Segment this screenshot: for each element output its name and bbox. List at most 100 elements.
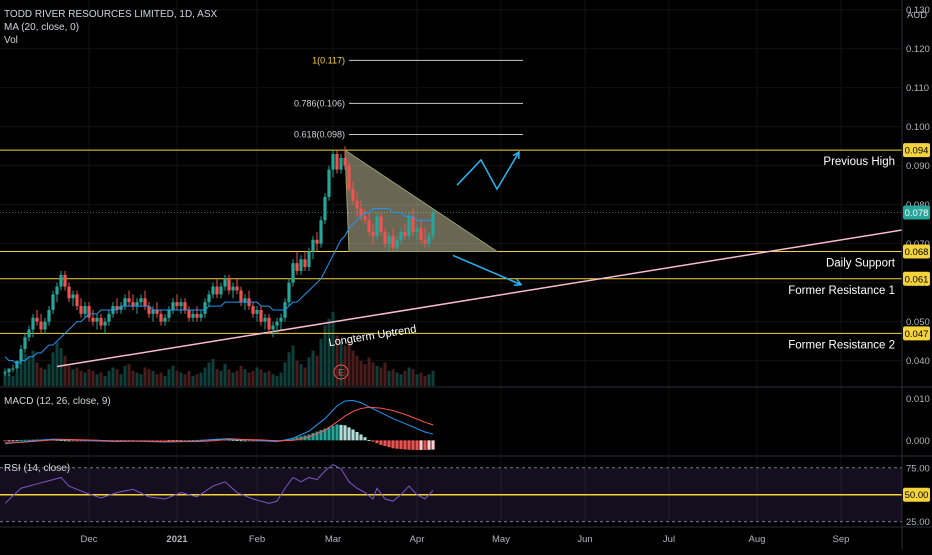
candle-down (303, 259, 307, 268)
candle-up (55, 286, 59, 295)
macd-histogram-bar (323, 428, 327, 441)
volume-bar (111, 367, 115, 386)
volume-bar (391, 369, 395, 386)
candle-up (243, 298, 247, 303)
macd-histogram-bar (199, 439, 203, 441)
volume-bar (255, 367, 259, 386)
symbol-title[interactable]: TODD RIVER RESOURCES LIMITED, 1D, ASX (4, 9, 218, 20)
rsi-indicator-label[interactable]: RSI (14, close) (4, 463, 71, 474)
candle-up (399, 231, 403, 240)
volume-bar (347, 340, 351, 386)
fib-label: 1(0.117) (312, 55, 345, 65)
volume-bar (27, 357, 31, 386)
rsi-tick-label: 25.00 (906, 517, 930, 528)
candle-up (299, 259, 303, 271)
macd-legend: MACD (12, 26, close, 9) (4, 395, 111, 408)
volume-bar (103, 375, 107, 386)
macd-histogram-bar (327, 427, 331, 441)
rsi-level-badge-text: 50.00 (905, 490, 929, 501)
candle-down (127, 298, 131, 303)
ma-indicator-label[interactable]: MA (20, close, 0) (4, 22, 80, 33)
candle-up (3, 372, 7, 374)
level-price-badge-text: 0.094 (905, 146, 929, 157)
volume-bar (291, 345, 295, 386)
macd-histogram-bar (347, 427, 351, 441)
volume-bar (243, 369, 247, 386)
volume-bar (323, 325, 327, 386)
candle-up (231, 286, 235, 291)
volume-bar (171, 365, 175, 386)
macd-histogram-bar (23, 439, 27, 441)
candle-down (131, 302, 135, 307)
volume-bar (355, 355, 359, 386)
candle-up (271, 325, 275, 330)
candle-up (223, 278, 227, 287)
macd-histogram-bar (231, 439, 235, 441)
candle-up (123, 298, 127, 307)
candle-down (315, 239, 319, 244)
macd-histogram-bar (175, 440, 179, 442)
volume-bar (183, 374, 187, 386)
volume-bar (335, 335, 339, 386)
macd-histogram-bar (419, 440, 423, 450)
candle-down (355, 200, 359, 209)
volume-bar (247, 372, 251, 386)
level-price-badge (903, 326, 930, 341)
candle-down (251, 306, 255, 314)
candle-down (351, 189, 355, 201)
macd-indicator-label[interactable]: MACD (12, 26, close, 9) (4, 396, 111, 407)
rsi-level-badge (903, 487, 930, 502)
candle-up (167, 309, 171, 318)
candle-down (155, 309, 159, 314)
volume-bar (179, 372, 183, 386)
earnings-marker (333, 364, 349, 380)
volume-bar (319, 338, 323, 386)
volume-bar (199, 372, 203, 386)
volume-bar (423, 375, 427, 386)
candle-up (255, 309, 259, 314)
macd-histogram-bar (187, 440, 191, 442)
candle-down (91, 317, 95, 322)
macd-histogram-bar (79, 440, 83, 442)
volume-bar (23, 353, 27, 386)
triangle-pattern (344, 149, 499, 252)
volume-indicator-label[interactable]: Vol (4, 35, 18, 46)
candle-down (335, 154, 339, 170)
rsi-layer (0, 463, 902, 523)
volume-bar (123, 365, 127, 386)
time-tick-label: May (492, 534, 510, 545)
volume-bar (371, 362, 375, 386)
candle-up (263, 317, 267, 322)
candle-down (75, 294, 79, 307)
volume-bar (55, 342, 59, 386)
candle-down (79, 306, 83, 314)
volume-bar (227, 369, 231, 386)
volume-bar (299, 364, 303, 386)
candle-up (415, 228, 419, 232)
volume-bar (195, 374, 199, 386)
macd-histogram-bar (155, 440, 159, 442)
volume-bar (39, 367, 43, 386)
volume-bar (175, 370, 179, 386)
price-tick-label: 0.120 (906, 44, 930, 55)
volume-bar (295, 360, 299, 386)
volume-bar (279, 372, 283, 386)
volume-bar (379, 367, 383, 386)
macd-histogram-bar (423, 440, 427, 450)
signal-line (4, 406, 434, 444)
candle-up (291, 263, 295, 283)
drawing-layer: 1(0.117) 0.786(0.106) 0.618(0.098) Longterm… (56, 55, 903, 368)
volume-bar (339, 342, 343, 386)
candle-down (195, 313, 199, 318)
candle-down (159, 313, 163, 322)
candle-up (319, 220, 323, 244)
volume-bar (155, 374, 159, 386)
volume-bar (427, 374, 431, 386)
time-tick-label: Mar (325, 534, 341, 545)
macd-histogram-bar (351, 429, 355, 441)
macd-histogram-bar (163, 440, 167, 442)
volume-bar (375, 365, 379, 386)
macd-histogram-bar (75, 440, 79, 442)
candle-up (307, 251, 311, 268)
